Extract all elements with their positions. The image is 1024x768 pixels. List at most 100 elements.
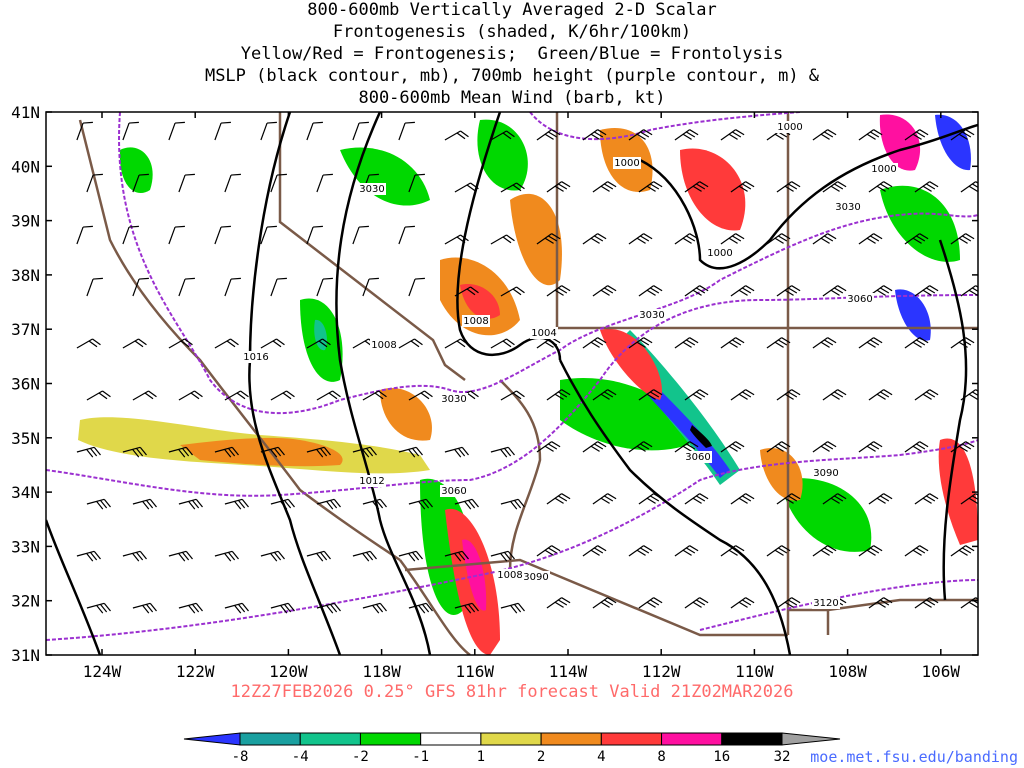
wind-barb	[398, 550, 423, 562]
frontogenesis-patch-nevada-red	[460, 284, 500, 319]
wind-barb	[628, 545, 653, 557]
wind-barb	[86, 173, 103, 193]
mslp-contour-label: 1008	[497, 570, 522, 581]
lat-label: 37N	[11, 320, 40, 339]
wind-barb	[546, 285, 571, 297]
height-contour-3120	[699, 579, 978, 631]
wind-barb	[214, 225, 231, 245]
height-label-bg	[522, 571, 550, 583]
wind-barb	[122, 121, 139, 141]
wind-barb	[270, 277, 287, 297]
wind-barb	[214, 446, 239, 458]
frontolysis-patch-4	[340, 147, 430, 206]
wind-barb	[960, 389, 978, 401]
wind-barb	[776, 285, 801, 297]
wind-barb	[454, 286, 479, 297]
wind-barb	[444, 338, 469, 349]
height-contour-label: 3090	[813, 468, 838, 479]
frontolysis-patch-7	[560, 378, 700, 451]
wind-barb	[730, 493, 755, 505]
height-label-bg	[834, 201, 862, 213]
wind-barb	[398, 338, 423, 349]
wind-barb	[86, 277, 103, 297]
wind-barb	[904, 545, 929, 557]
wind-barb	[408, 390, 433, 401]
wind-barb	[168, 121, 185, 141]
wind-barb	[444, 234, 469, 245]
frontogenesis-patch-newmexico	[760, 448, 803, 501]
wind-barb	[684, 285, 709, 297]
lat-label: 38N	[11, 266, 40, 285]
wind-barb	[638, 493, 663, 505]
wind-barb	[224, 277, 241, 297]
wind-barb	[306, 121, 323, 141]
wind-barb	[822, 181, 847, 193]
wind-barb	[490, 338, 515, 349]
wind-barb	[122, 446, 147, 458]
wind-barb	[398, 225, 415, 245]
wind-barb	[454, 602, 479, 614]
wind-barb	[582, 441, 607, 453]
wind-barb	[950, 441, 975, 453]
wind-barb	[500, 602, 525, 614]
wind-barb	[674, 441, 699, 453]
wind-barb	[684, 389, 709, 401]
wind-barb	[582, 545, 607, 557]
wind-barb	[270, 602, 295, 614]
colorbar-label: 4	[597, 749, 605, 765]
wind-barb	[178, 602, 203, 614]
mslp-contour-label: 1004	[531, 328, 556, 339]
wind-barb	[76, 446, 101, 458]
wind-barb	[776, 493, 801, 505]
height-contour-label: 3030	[639, 310, 664, 321]
wind-barb	[352, 225, 369, 245]
wind-barb	[260, 225, 277, 245]
colorbar-label: 1	[477, 749, 485, 765]
wind-barb	[914, 285, 939, 297]
wind-barb	[444, 446, 469, 458]
wind-barb	[86, 390, 111, 401]
colorbar-swatch	[721, 732, 783, 746]
mslp-label-bg	[530, 327, 558, 339]
wind-barb	[868, 285, 893, 297]
wind-barb	[122, 338, 147, 349]
frontolysis-band-arizona-black	[690, 425, 712, 448]
wind-barb	[868, 181, 893, 193]
lon-label: 120W	[269, 662, 308, 681]
contour-labels: 1000 1000 1000 1000 1008 1008 1012 1016 1004 1008…	[242, 121, 898, 609]
wind-barb	[858, 545, 883, 557]
wind-barb	[730, 181, 755, 193]
wind-barb	[684, 493, 709, 505]
wind-barb	[398, 446, 423, 458]
colorbar-right-arrow	[781, 732, 841, 746]
colorbar-left-arrow	[183, 732, 241, 746]
mslp-label-bg	[613, 157, 641, 169]
wind-barb	[132, 602, 157, 614]
wind-barb	[674, 545, 699, 557]
wind-barb	[260, 338, 285, 349]
credit-link[interactable]: moe.met.fsu.edu/banding	[810, 748, 1018, 766]
height-label-bg	[358, 183, 386, 195]
colorbar-swatch	[299, 732, 361, 746]
wind-barb	[674, 337, 699, 349]
wind-barb	[500, 182, 525, 193]
wind-barb	[914, 597, 939, 609]
wind-barb	[490, 130, 515, 141]
wind-barb	[638, 285, 663, 297]
lon-label: 108W	[828, 662, 867, 681]
wind-barb	[960, 493, 978, 505]
wind-barb	[638, 389, 663, 401]
wind-barb	[858, 337, 883, 349]
title-line-4: MSLP (black contour, mb), 700mb height (…	[204, 66, 820, 86]
lat-label: 34N	[11, 483, 40, 502]
colorbar-label: -4	[292, 749, 309, 765]
wind-barb	[122, 225, 139, 245]
mslp-label-bg	[776, 121, 804, 133]
wind-barb	[316, 277, 333, 297]
height-label-bg	[846, 293, 874, 305]
wind-barb	[674, 233, 699, 245]
height-label-bg	[440, 393, 468, 405]
lat-label: 33N	[11, 537, 40, 556]
mslp-contour-label: 1012	[359, 476, 384, 487]
wind-barbs	[76, 121, 978, 614]
